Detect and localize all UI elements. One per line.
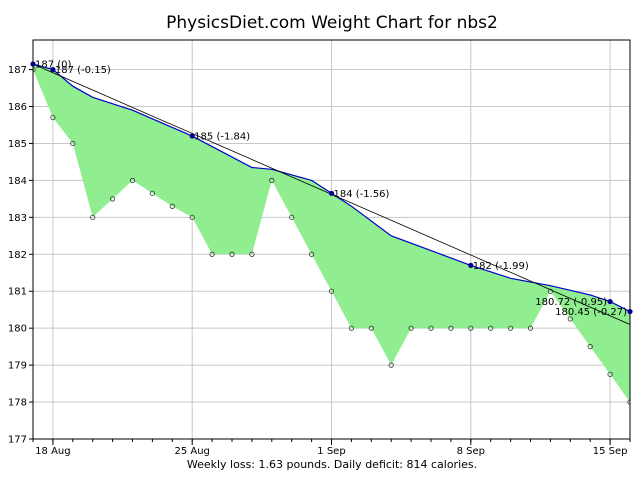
y-tick-label: 183: [8, 213, 27, 224]
weight-point: [249, 251, 255, 257]
annotation-label: 180.45 (-0.27): [555, 307, 627, 318]
weight-point: [607, 371, 613, 377]
x-tick-label: 1 Sep: [317, 446, 345, 457]
y-tick-label: 181: [8, 287, 27, 298]
weight-point: [527, 325, 534, 331]
annotation-marker: [607, 298, 613, 305]
weight-point: [368, 325, 374, 331]
weight-point: [149, 190, 155, 196]
annotation-marker: [189, 133, 195, 139]
y-tick-label: 179: [8, 361, 27, 372]
annotation-label: 187 (-0.15): [55, 65, 111, 76]
weight-point: [70, 140, 76, 147]
x-tick-label: 18 Aug: [35, 446, 70, 457]
weight-point: [468, 325, 474, 331]
y-tick-label: 180: [8, 324, 27, 335]
weight-point: [388, 362, 394, 368]
weight-point: [328, 288, 335, 294]
y-tick-label: 186: [8, 102, 27, 113]
weight-point: [33, 66, 36, 73]
weight-point: [308, 251, 315, 257]
axes: 177 178 179 180 181 182 183 184 185 186 187 18 Aug 2…: [8, 65, 631, 457]
weight-point: [289, 214, 295, 220]
annotation-label: 187 (0): [35, 60, 72, 71]
weight-point: [129, 177, 136, 183]
y-tick-label: 185: [8, 139, 27, 150]
annotation-label: 184 (-1.56): [334, 189, 390, 200]
weight-point: [428, 325, 434, 331]
weight-point: [507, 325, 514, 331]
annotation-marker: [328, 190, 335, 196]
annotation-label: 185 (-1.84): [194, 132, 250, 143]
weight-point: [209, 251, 215, 257]
weight-point: [587, 344, 593, 350]
annotation-label: 180.72 (-0.95): [535, 297, 607, 308]
weight-point: [90, 214, 96, 220]
weight-point: [448, 325, 454, 331]
deviation-area: [33, 64, 630, 403]
y-tick-label: 182: [8, 250, 27, 261]
annotation-marker: [50, 66, 56, 73]
weight-point: [547, 288, 554, 294]
chart-title: PhysicsDiet.com Weight Chart for nbs2: [166, 13, 498, 33]
weight-point: [189, 214, 195, 220]
annotation-label: 182 (-1.99): [473, 261, 529, 272]
weight-point: [50, 114, 56, 121]
chart-footer: Weekly loss: 1.63 pounds. Daily deficit:…: [187, 458, 477, 471]
weight-point: [110, 196, 116, 202]
weight-point: [269, 177, 275, 183]
x-tick-label: 8 Sep: [457, 446, 485, 457]
y-tick-label: 184: [8, 176, 27, 187]
y-tick-label: 187: [8, 65, 27, 76]
weight-point: [348, 325, 354, 331]
annotation-marker: [30, 61, 36, 67]
y-tick-label: 178: [8, 398, 27, 409]
y-tick-label: 177: [8, 435, 27, 446]
annotation-marker: [468, 262, 474, 268]
annotation-layer: 187 (0)187 (-0.15) 185 (-1.84) 184 (-1.56)…: [30, 60, 633, 318]
weight-point: [488, 325, 494, 331]
weight-point: [169, 203, 175, 209]
weight-point: [229, 251, 235, 257]
weight-point: [567, 316, 573, 322]
x-tick-label: 15 Sep: [593, 446, 628, 457]
x-tick-label: 25 Aug: [174, 446, 209, 457]
annotation-marker: [627, 308, 633, 315]
weight-point: [408, 325, 414, 331]
